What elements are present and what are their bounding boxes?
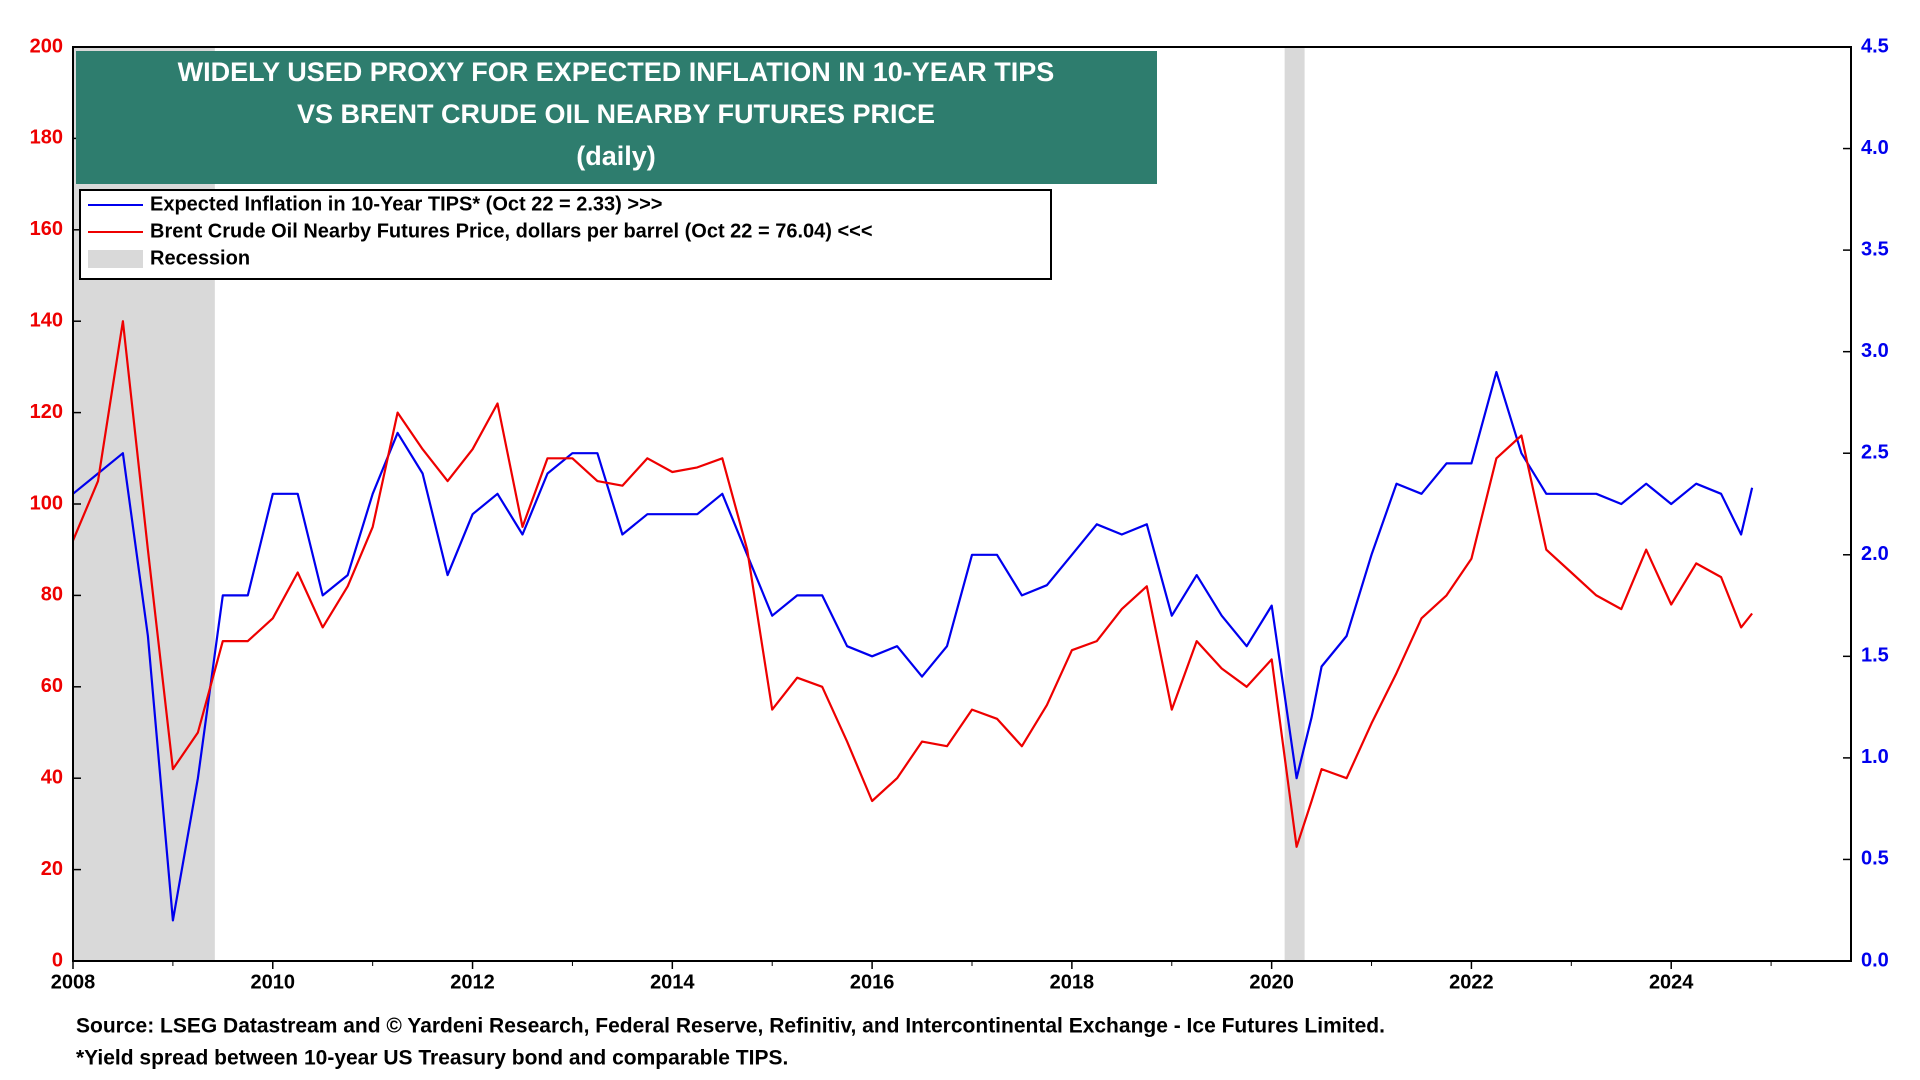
legend-label: Recession — [150, 247, 250, 269]
data-line — [72, 370, 1754, 922]
title-box — [76, 51, 1157, 184]
x-tick-label: 2024 — [1649, 971, 1694, 993]
x-tick-label: 2020 — [1249, 971, 1294, 993]
y-tick-label: 40 — [41, 766, 63, 788]
y-tick-label: 120 — [30, 401, 63, 423]
y2-tick-label: 2.0 — [1861, 543, 1889, 565]
x-tick-label: 2022 — [1449, 971, 1494, 993]
y-tick-label: 200 — [30, 35, 63, 57]
x-tick-label: 2014 — [650, 971, 695, 993]
y2-tick-label: 4.0 — [1861, 137, 1889, 159]
y-tick-label: 20 — [41, 858, 63, 880]
y2-tick-label: 1.0 — [1861, 746, 1889, 768]
y-tick-label: 180 — [30, 127, 63, 149]
y-tick-label: 0 — [52, 949, 63, 971]
footnote: *Yield spread between 10-year US Treasur… — [76, 1047, 788, 1070]
legend-label: Brent Crude Oil Nearby Futures Price, do… — [150, 220, 873, 242]
chart-title: VS BRENT CRUDE OIL NEARBY FUTURES PRICE — [297, 99, 935, 129]
legend-label: Expected Inflation in 10-Year TIPS* (Oct… — [150, 193, 662, 215]
y-tick-label: 140 — [30, 309, 63, 331]
y-tick-label: 80 — [41, 584, 63, 606]
plot-frame — [72, 46, 1852, 962]
y2-tick-label: 2.5 — [1861, 442, 1889, 464]
x-tick-label: 2008 — [51, 971, 96, 993]
legend-box — [79, 189, 1052, 280]
source-note: Source: LSEG Datastream and © Yardeni Re… — [76, 1015, 1385, 1038]
x-tick-label: 2012 — [450, 971, 495, 993]
y-tick-label: 100 — [30, 492, 63, 514]
x-tick-label: 2010 — [251, 971, 296, 993]
legend: Expected Inflation in 10-Year TIPS* (Oct… — [79, 189, 1052, 280]
y2-tick-label: 1.5 — [1861, 645, 1889, 667]
legend-swatch — [88, 250, 143, 268]
chart-title: WIDELY USED PROXY FOR EXPECTED INFLATION… — [178, 57, 1055, 87]
data-line — [71, 320, 1753, 848]
y2-tick-label: 0.5 — [1861, 848, 1889, 870]
y2-tick-label: 0.0 — [1861, 949, 1889, 971]
plot-area — [73, 47, 1305, 961]
y2-tick-label: 4.5 — [1861, 35, 1889, 57]
y-tick-label: 160 — [30, 218, 63, 240]
x-tick-label: 2016 — [850, 971, 895, 993]
x-tick-label: 2018 — [1050, 971, 1095, 993]
y2-tick-label: 3.0 — [1861, 340, 1889, 362]
y-tick-label: 60 — [41, 675, 63, 697]
chart-title: (daily) — [576, 141, 656, 171]
y2-tick-label: 3.5 — [1861, 238, 1889, 260]
